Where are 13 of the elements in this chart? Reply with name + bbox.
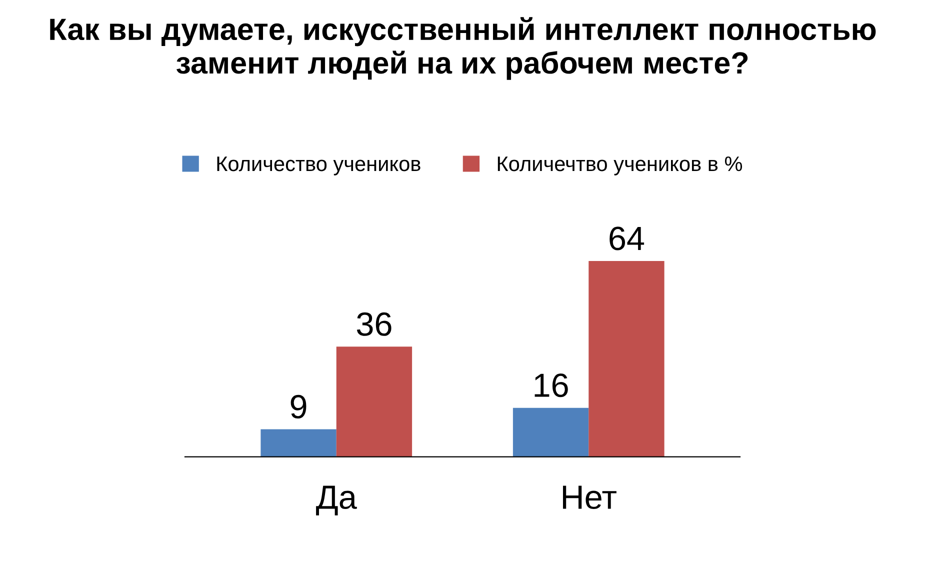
bar [512, 408, 589, 457]
data-label: 64 [610, 226, 644, 250]
x-tick-label: Да [316, 486, 357, 516]
bar [588, 261, 664, 457]
legend-label: Количечтво учеников в % [498, 156, 742, 176]
data-label: 36 [356, 312, 392, 336]
chart-title: Как вы думаете, искусственный интеллект полностью заменит людей на их рабочем месте? [50, 17, 876, 80]
bar [260, 429, 336, 457]
data-label: 16 [534, 374, 568, 398]
data-label: 9 [290, 394, 306, 419]
legend-label: Количество учеников [217, 156, 420, 176]
bar [336, 346, 412, 457]
x-tick-label: Нет [562, 486, 616, 510]
